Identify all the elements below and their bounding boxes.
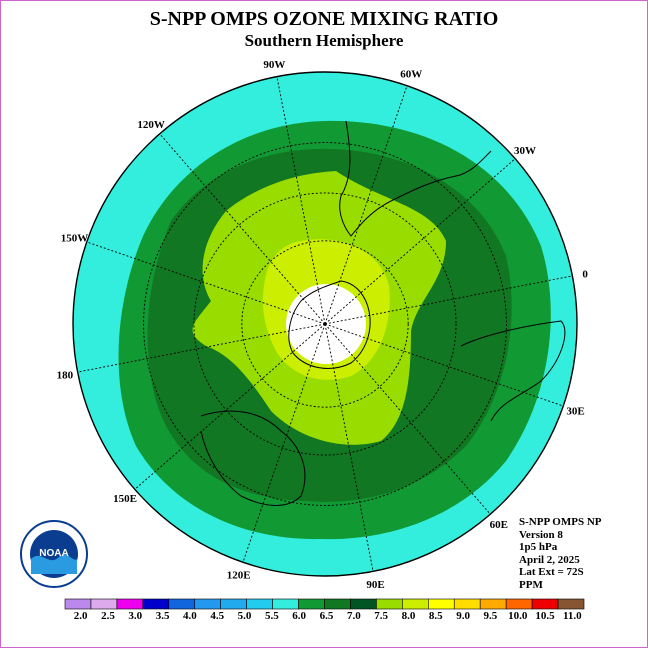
lon-label-11: 120W	[137, 119, 165, 131]
coast-antarctica	[288, 280, 371, 369]
colorbar-swatch-2	[116, 598, 144, 610]
colorbar-swatch-6	[220, 598, 247, 610]
longitude-labels: 90W 60W 30W 0 30E 60E 90E 120E 150E 180 150W 120W	[57, 59, 589, 591]
info-line-level: 1p5 hPa	[519, 541, 558, 553]
colorbar-tick-5: 4.5	[210, 610, 224, 622]
meridian-2	[324, 158, 516, 325]
colorbar-tick-4: 4.0	[183, 610, 197, 622]
coast-south-america	[339, 120, 492, 237]
colorbar-swatch-18	[531, 598, 559, 610]
colorbar-tick-12: 8.0	[402, 610, 416, 622]
meridian-0	[276, 76, 326, 325]
coast-africa	[460, 320, 566, 422]
colorbar-swatch-0	[64, 598, 92, 610]
colorbar-tick-11: 7.5	[374, 610, 388, 622]
lon-label-7: 120E	[227, 570, 251, 582]
lon-label-8: 150E	[113, 493, 137, 505]
colorbar-swatch-9	[298, 598, 325, 610]
colorbar-tick-3: 3.5	[156, 610, 170, 622]
colorbar-tick-15: 9.5	[484, 610, 498, 622]
meridian-8	[134, 323, 326, 490]
colorbar-swatch-17	[505, 598, 533, 610]
colorbar-swatch-14	[427, 598, 455, 610]
colorbar-tick-9: 6.5	[320, 610, 334, 622]
south-pole-marker	[323, 322, 327, 326]
meridian-7	[242, 323, 326, 563]
lon-label-9: 180	[57, 370, 74, 382]
colorbar-swatch-7	[246, 598, 273, 610]
chart-title: S-NPP OMPS OZONE MIXING RATIO	[149, 8, 499, 30]
colorbar-swatch-11	[350, 598, 377, 610]
map-fill-group	[73, 72, 577, 576]
colorbar-swatch-19	[557, 598, 585, 610]
colorbar-swatch-5	[194, 598, 222, 610]
colorbar-tick-13: 8.5	[429, 610, 443, 622]
colorbar-tick-7: 5.5	[265, 610, 279, 622]
colorbar	[64, 598, 585, 610]
lon-label-10: 150W	[61, 233, 89, 245]
info-line-satellite: S-NPP OMPS NP	[519, 516, 602, 528]
colorbar-swatch-3	[142, 598, 170, 610]
meridian-1	[324, 85, 408, 325]
colorbar-tick-0: 2.0	[74, 610, 88, 622]
colorbar-swatch-8	[272, 598, 299, 610]
info-line-latext: Lat Ext = 72S	[519, 566, 584, 578]
noaa-logo: NOAA	[19, 519, 89, 594]
info-line-units: PPM	[519, 578, 543, 591]
meridian-6	[324, 323, 374, 572]
colorbar-swatch-10	[324, 598, 351, 610]
lon-label-1: 60W	[400, 68, 422, 80]
info-line-date: April 2, 2025	[519, 553, 580, 566]
colorbar-tick-17: 10.5	[535, 610, 555, 622]
lon-label-2: 30W	[514, 145, 536, 157]
colorbar-tick-14: 9.0	[456, 610, 470, 622]
latitude-circle-3	[143, 142, 507, 506]
meridian-9	[77, 323, 326, 373]
meridian-3	[324, 275, 573, 325]
map-border	[72, 71, 578, 577]
info-line-version: Version 8	[519, 528, 563, 541]
lon-label-3: 0	[582, 268, 588, 280]
colorbar-tick-16: 10.0	[508, 610, 528, 622]
latitude-circle-1	[241, 240, 409, 408]
colorbar-swatch-1	[90, 598, 118, 610]
meridian-4	[324, 323, 564, 407]
lon-label-6: 90E	[366, 579, 384, 591]
latitude-circle-2	[193, 192, 457, 456]
coast-australia	[200, 410, 306, 506]
lon-label-0: 90W	[263, 59, 285, 71]
colorbar-tick-18: 11.0	[563, 610, 582, 622]
colorbar-tick-labels: 2.0 2.5 3.0 3.5 4.0 4.5 5.0 5.5 6.0 6.5 7.0 7.5 8.0 8…	[74, 610, 582, 622]
lon-label-5: 60E	[490, 519, 508, 531]
graticule	[77, 76, 573, 572]
colorbar-swatch-4	[168, 598, 196, 610]
noaa-logo-text: NOAA	[39, 548, 68, 559]
meridian-11	[159, 133, 326, 325]
meridian-5	[324, 323, 491, 515]
colorbar-tick-1: 2.5	[101, 610, 115, 622]
coastlines	[200, 120, 566, 506]
colorbar-swatch-15	[453, 598, 481, 610]
chart-subtitle: Southern Hemisphere	[244, 31, 404, 50]
colorbar-tick-10: 7.0	[347, 610, 361, 622]
lon-label-4: 30E	[566, 405, 584, 417]
colorbar-swatch-13	[402, 598, 429, 610]
colorbar-tick-8: 6.0	[292, 610, 306, 622]
info-block: S-NPP OMPS NP Version 8 1p5 hPa April 2,…	[519, 516, 602, 591]
colorbar-tick-2: 3.0	[128, 610, 142, 622]
meridian-10	[86, 241, 326, 325]
colorbar-swatch-16	[479, 598, 507, 610]
colorbar-swatch-12	[376, 598, 403, 610]
colorbar-tick-6: 5.0	[238, 610, 252, 622]
